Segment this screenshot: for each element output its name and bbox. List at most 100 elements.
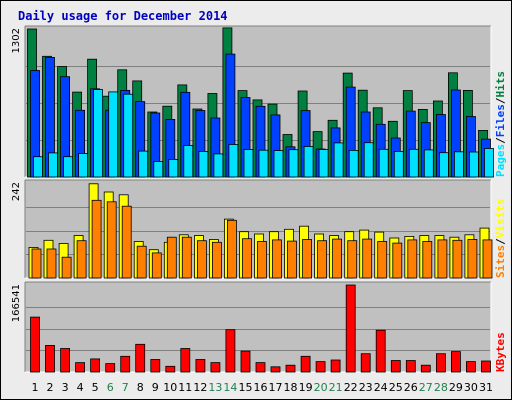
- bar-kbytes-day-12: [195, 359, 206, 373]
- bar-pages-day-19: [303, 146, 314, 178]
- bar-kbytes-day-19: [300, 355, 311, 373]
- x-tick-label-day-20: 20: [314, 381, 328, 394]
- bar-sites-day-2: [46, 248, 57, 279]
- y-axis-max-label: 1302: [11, 28, 22, 53]
- x-tick-label-day-8: 8: [137, 381, 144, 394]
- bar-pages-day-10: [168, 158, 179, 178]
- bar-pages-day-20: [318, 149, 329, 178]
- bar-sites-day-31: [482, 239, 493, 279]
- x-tick-label-day-24: 24: [374, 381, 388, 394]
- x-tick-label-day-5: 5: [92, 381, 99, 394]
- bar-sites-day-27: [422, 241, 433, 279]
- bar-pages-day-22: [348, 149, 359, 178]
- bar-pages-day-8: [138, 150, 149, 178]
- x-tick-label-day-28: 28: [434, 381, 448, 394]
- x-tick-label-day-22: 22: [344, 381, 358, 394]
- bar-pages-day-2: [48, 152, 58, 178]
- x-tick-label-day-3: 3: [62, 381, 69, 394]
- bar-pages-day-17: [273, 150, 284, 178]
- bar-sites-day-22: [347, 240, 358, 279]
- bar-sites-day-26: [407, 239, 418, 279]
- x-tick-label-day-7: 7: [122, 381, 129, 394]
- bar-sites-day-24: [377, 241, 388, 279]
- bar-kbytes-day-31: [481, 360, 491, 373]
- legend-separator: /: [494, 137, 507, 144]
- x-tick-label-day-12: 12: [193, 381, 207, 394]
- legend-separator: /: [494, 97, 507, 104]
- bar-sites-day-7: [121, 205, 132, 279]
- bar-kbytes-day-20: [315, 361, 326, 373]
- bar-kbytes-day-3: [60, 348, 70, 373]
- bar-kbytes-day-1: [30, 316, 40, 373]
- x-tick-label-day-19: 19: [299, 381, 313, 394]
- bar-sites-day-1: [31, 248, 42, 279]
- x-tick-label-day-21: 21: [329, 381, 343, 394]
- x-axis-labels: 1 2 3 4 5 6 7 8 9 10 11 12 13 14 15 16 17 18 19 20 21 22 23 24 2…: [32, 381, 494, 394]
- bar-pages-day-16: [258, 149, 269, 178]
- bar-kbytes-day-18: [285, 364, 296, 373]
- bar-kbytes-day-9: [150, 359, 161, 373]
- bar-sites-day-23: [362, 238, 373, 279]
- bar-pages-day-29: [453, 151, 464, 178]
- bar-sites-day-30: [467, 239, 478, 279]
- bar-pages-day-13: [213, 153, 224, 178]
- y-axis-max-label: 166541: [11, 284, 22, 322]
- bar-pages-day-11: [183, 145, 194, 178]
- bar-pages-day-9: [153, 161, 164, 178]
- bar-kbytes-day-2: [45, 344, 55, 373]
- bar-kbytes-day-14: [225, 329, 236, 373]
- bar-kbytes-day-8: [135, 343, 146, 373]
- bar-kbytes-day-17: [270, 366, 281, 373]
- x-tick-label-day-30: 30: [464, 381, 478, 394]
- bar-kbytes-day-16: [255, 362, 266, 373]
- x-tick-label-day-2: 2: [47, 381, 54, 394]
- x-tick-label-day-17: 17: [269, 381, 283, 394]
- panel-kbytes: 166541 KBytes: [11, 281, 507, 373]
- x-tick-label-day-27: 27: [419, 381, 433, 394]
- legend-separator: /: [494, 238, 507, 245]
- bar-pages-day-5: [93, 89, 103, 178]
- bar-sites-day-20: [317, 240, 328, 279]
- legend-files: Files: [494, 104, 507, 137]
- bar-pages-day-25: [393, 150, 404, 178]
- bar-sites-day-21: [332, 238, 343, 279]
- bar-pages-day-26: [408, 148, 419, 178]
- bar-pages-day-3: [63, 156, 73, 178]
- legend-hits-files-pages: Pages/Files/Hits: [494, 71, 507, 177]
- legend-visits: Visits: [494, 199, 507, 239]
- bar-kbytes-day-5: [90, 358, 100, 373]
- legend-sites: Sites: [494, 245, 507, 278]
- bar-kbytes-day-27: [420, 364, 431, 373]
- bar-kbytes-day-28: [435, 353, 446, 373]
- bar-pages-day-18: [288, 149, 299, 178]
- x-tick-label-day-6: 6: [107, 381, 114, 394]
- bar-sites-day-12: [196, 240, 207, 279]
- bar-sites-day-10: [166, 236, 177, 279]
- bar-sites-day-8: [136, 245, 147, 279]
- panel-background: [25, 282, 491, 372]
- bar-pages-day-1: [33, 156, 43, 178]
- bar-pages-day-30: [468, 151, 479, 178]
- bar-sites-day-29: [452, 239, 463, 279]
- x-tick-label-day-11: 11: [178, 381, 192, 394]
- bar-pages-day-14: [228, 144, 239, 178]
- bar-pages-day-4: [78, 153, 88, 178]
- bar-pages-day-6: [108, 91, 119, 178]
- bar-kbytes-day-25: [390, 360, 401, 373]
- bar-sites-day-28: [437, 239, 448, 279]
- bar-sites-day-25: [392, 242, 403, 279]
- bar-pages-day-28: [438, 152, 449, 178]
- x-tick-label-day-1: 1: [32, 381, 39, 394]
- bar-sites-day-3: [61, 256, 72, 279]
- bar-sites-day-11: [181, 236, 192, 279]
- bar-pages-day-31: [484, 148, 494, 178]
- bar-pages-day-27: [423, 149, 434, 178]
- bar-kbytes-day-30: [465, 361, 476, 373]
- bar-sites-day-14: [226, 219, 237, 279]
- bar-kbytes-day-11: [180, 348, 191, 373]
- bar-pages-day-23: [363, 142, 374, 178]
- bar-sites-day-6: [106, 201, 117, 279]
- x-tick-label-day-26: 26: [404, 381, 418, 394]
- bar-kbytes-day-6: [105, 363, 116, 373]
